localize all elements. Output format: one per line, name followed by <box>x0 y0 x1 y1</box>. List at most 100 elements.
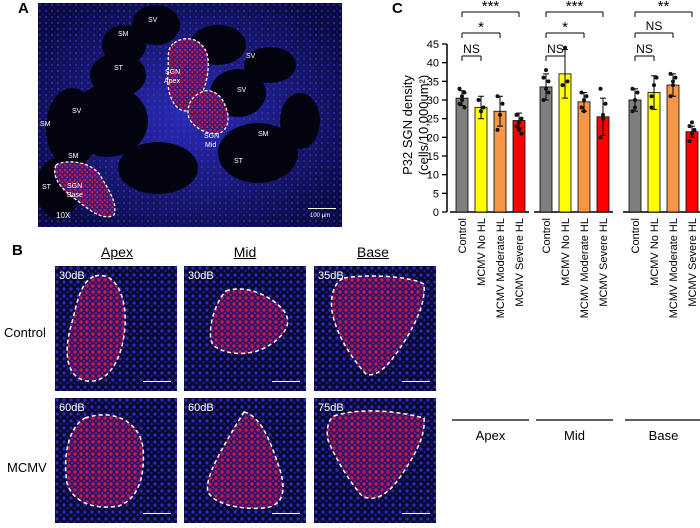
row-header-mcmv: MCMV <box>7 460 47 475</box>
micrograph-control-mid: 30dB <box>184 266 306 391</box>
bar <box>577 101 591 213</box>
data-point <box>541 75 546 80</box>
data-point <box>630 109 635 114</box>
data-point <box>633 105 637 110</box>
data-point <box>457 86 462 91</box>
significance-label: * <box>562 19 568 36</box>
data-point <box>544 68 548 73</box>
data-point <box>479 109 483 114</box>
y-tick-label: 15 <box>427 151 439 163</box>
label-apex: Apex <box>164 78 180 85</box>
label-sv-2: SV <box>246 53 256 60</box>
significance-label: NS <box>636 42 653 56</box>
data-point <box>633 98 637 102</box>
data-point <box>630 86 635 91</box>
micrograph-mcmv-mid: 60dB <box>184 398 306 523</box>
data-point <box>517 120 521 125</box>
data-point <box>649 105 654 110</box>
data-point <box>601 116 605 121</box>
micrograph-mcmv-apex: 60dB <box>55 398 177 523</box>
data-point <box>584 94 589 99</box>
bar <box>539 86 553 213</box>
data-point <box>673 75 678 80</box>
data-point <box>652 83 656 88</box>
x-category-label: MCMV No HL <box>560 218 572 286</box>
hearing-threshold-label: 60dB <box>188 402 214 414</box>
y-tick-label: 0 <box>433 207 439 219</box>
label-st-3: ST <box>42 184 51 191</box>
column-header-mid: Mid <box>233 244 257 260</box>
data-point <box>544 86 548 91</box>
data-point <box>495 94 500 99</box>
significance-label: NS <box>646 19 663 33</box>
label-sv-1: SV <box>148 17 158 24</box>
data-point <box>481 105 486 110</box>
significance-label: NS <box>547 42 564 56</box>
x-category-label: MCMV Severe HL <box>598 218 610 307</box>
data-point <box>546 90 551 95</box>
data-point <box>514 124 519 129</box>
group-label: Mid <box>564 428 585 443</box>
data-point <box>579 105 584 110</box>
data-point <box>687 139 692 144</box>
hearing-threshold-label: 35dB <box>318 270 344 282</box>
data-point <box>514 112 519 117</box>
label-st-1: ST <box>114 65 123 72</box>
micrograph-mcmv-base: 75dB <box>314 398 436 523</box>
bar <box>493 110 507 213</box>
data-point <box>460 98 464 102</box>
data-point <box>519 116 524 121</box>
y-axis-title-line2: (cells/10,000um²) <box>416 75 431 175</box>
panel-c-letter: C <box>392 0 403 17</box>
significance-label: * <box>478 19 484 36</box>
label-st-2: ST <box>234 158 243 165</box>
data-point <box>541 98 546 102</box>
data-point <box>601 112 605 117</box>
data-point <box>546 79 551 84</box>
panel-a-micrograph: SV SM ST SGN Apex SV SV SM SV SGN Mid SM… <box>38 3 342 227</box>
data-point <box>692 127 697 132</box>
x-category-label: MCMV Moderate HL <box>579 218 591 318</box>
data-point <box>460 94 464 99</box>
hearing-threshold-label: 60dB <box>59 402 85 414</box>
significance-label: NS <box>463 42 480 56</box>
label-sm-3: SM <box>258 131 269 138</box>
data-point <box>462 90 467 95</box>
scale-bar <box>272 513 300 514</box>
data-point <box>498 112 502 117</box>
scale-bar <box>308 208 336 209</box>
bar <box>455 97 469 213</box>
y-tick-label: 25 <box>427 114 439 126</box>
data-point <box>582 98 586 102</box>
label-sv-4: SV <box>237 87 247 94</box>
scale-bar <box>143 381 171 382</box>
bar <box>512 120 526 213</box>
column-header-apex: Apex <box>101 244 133 260</box>
data-point <box>668 71 673 76</box>
x-category-label: MCMV No HL <box>649 218 661 286</box>
data-point <box>560 83 565 88</box>
scale-bar <box>402 381 430 382</box>
x-category-label: Control <box>630 218 642 253</box>
y-tick-label: 5 <box>433 188 439 200</box>
bar <box>474 107 488 213</box>
y-tick-label: 30 <box>427 95 439 107</box>
data-point <box>582 109 586 114</box>
scale-bar <box>143 513 171 514</box>
label-sv-3: SV <box>72 108 82 115</box>
data-point <box>668 94 673 99</box>
data-point <box>457 101 462 106</box>
y-tick-label: 10 <box>427 170 439 182</box>
cochlea-section-image <box>38 3 342 227</box>
data-point <box>671 83 675 88</box>
y-axis-title-line1: P32 SGN density <box>400 75 415 175</box>
data-point <box>598 86 603 91</box>
x-category-label: MCMV Severe HL <box>514 218 526 307</box>
data-point <box>495 127 500 132</box>
data-point <box>462 105 467 110</box>
x-category-label: Control <box>457 218 469 253</box>
label-sm-4: SM <box>68 153 79 160</box>
significance-label: ** <box>658 0 670 15</box>
label-sgn-mid: SGN <box>204 133 220 140</box>
data-point <box>635 90 640 95</box>
